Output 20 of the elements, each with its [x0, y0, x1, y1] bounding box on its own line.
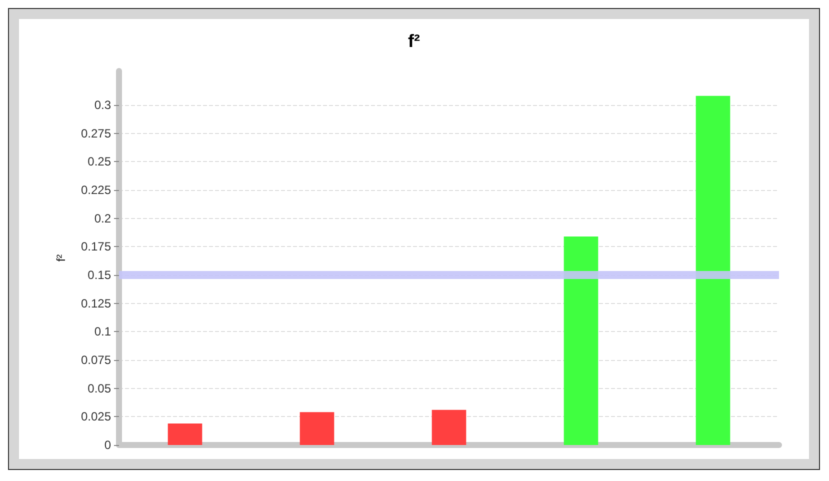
bar [432, 410, 466, 445]
y-tick-label: 0.25 [88, 154, 112, 169]
y-tick-label: 0.2 [94, 211, 112, 226]
chart-title: f² [408, 31, 420, 51]
bar [300, 412, 334, 445]
bar [696, 96, 730, 445]
y-tick-label: 0.175 [80, 240, 112, 254]
y-tick-label: 0.075 [80, 353, 112, 367]
y-tick-label: 0.125 [80, 296, 112, 310]
y-tick-label: 0.3 [94, 98, 112, 112]
bar [564, 236, 598, 445]
y-tick-label: 0.275 [80, 126, 112, 140]
y-tick-label: 0.225 [80, 183, 112, 197]
y-tick-label: 0.15 [88, 268, 112, 282]
bar [168, 423, 202, 445]
y-axis-title: f² [54, 254, 68, 262]
y-tick-label: 0.025 [80, 410, 112, 424]
y-tick-label: 0 [104, 438, 112, 452]
y-tick-label: 0.05 [88, 381, 112, 396]
y-tick-label: 0.1 [94, 324, 112, 339]
